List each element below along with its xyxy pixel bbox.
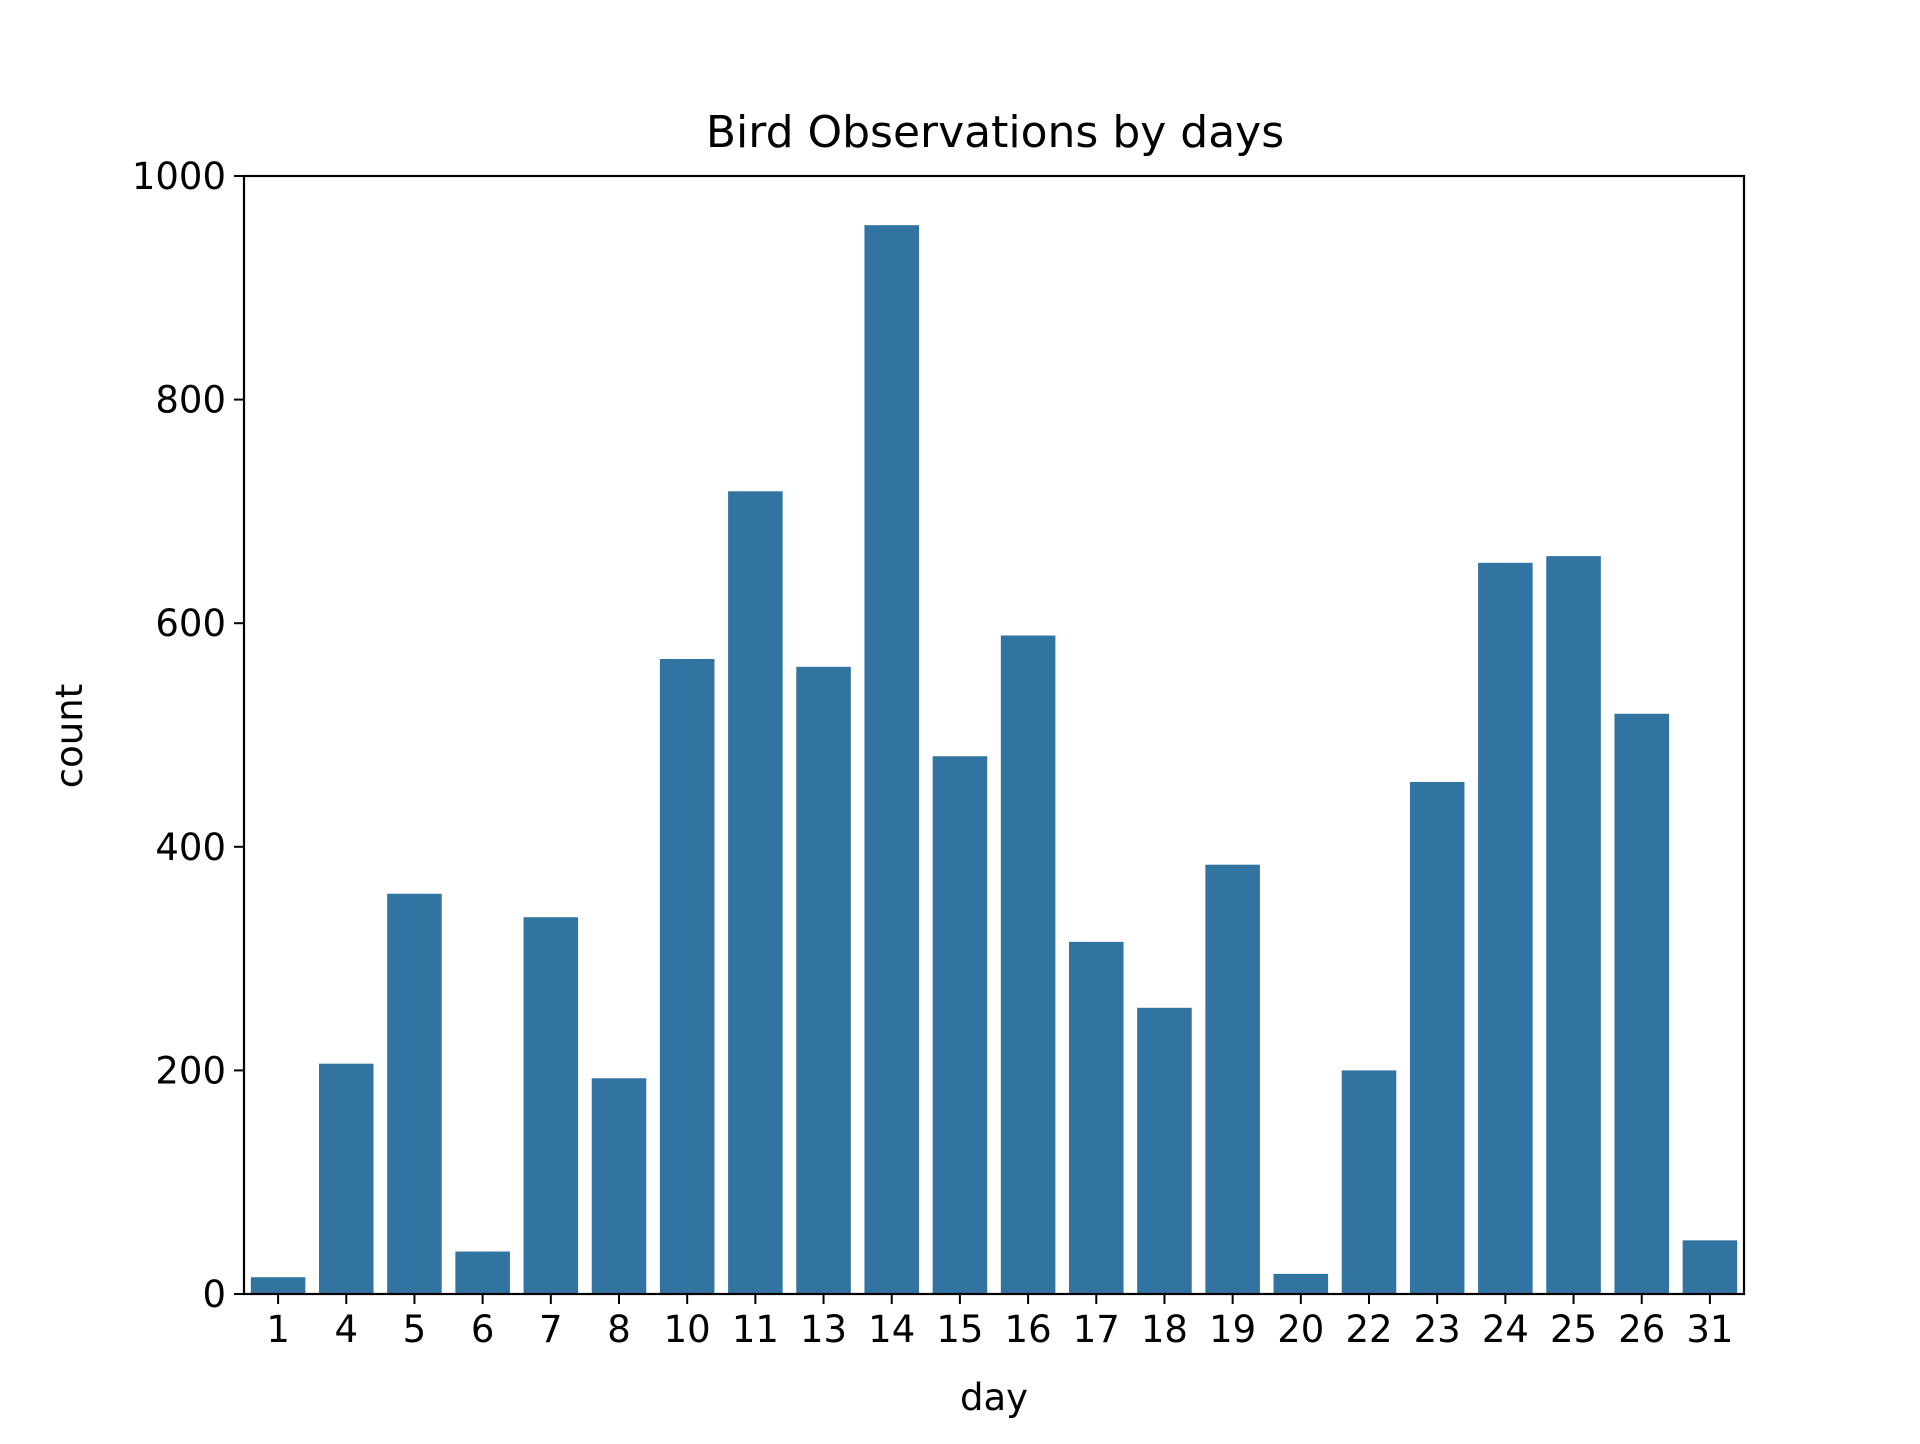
x-tick-label: 13 — [800, 1308, 847, 1351]
x-tick-label: 22 — [1345, 1308, 1392, 1351]
chart-title: Bird Observations by days — [706, 107, 1284, 158]
bar-day-26 — [1614, 713, 1669, 1294]
y-tick-label: 800 — [155, 379, 226, 422]
bar-day-17 — [1069, 941, 1124, 1294]
x-tick-label: 10 — [664, 1308, 711, 1351]
bar-day-11 — [728, 491, 783, 1294]
x-tick-label: 14 — [868, 1308, 915, 1351]
x-tick-label: 5 — [403, 1308, 427, 1351]
bar-day-19 — [1205, 864, 1260, 1294]
plot-frame — [242, 174, 1746, 1296]
x-tick-label: 31 — [1686, 1308, 1733, 1351]
bar-day-31 — [1682, 1240, 1738, 1294]
bars — [250, 225, 1738, 1295]
bar-day-22 — [1341, 1070, 1397, 1294]
y-axis-ticks: 0 200 400 600 800 1000 — [132, 155, 244, 1316]
x-tick-label: 23 — [1414, 1308, 1461, 1351]
bar-day-16 — [1000, 635, 1056, 1294]
x-tick-label: 20 — [1277, 1308, 1324, 1351]
x-tick-label: 11 — [732, 1308, 779, 1351]
bar-day-15 — [932, 756, 988, 1294]
x-tick-label: 17 — [1073, 1308, 1120, 1351]
y-axis-label: count — [48, 684, 91, 788]
bar-day-4 — [319, 1063, 374, 1294]
bar-day-1 — [250, 1277, 306, 1294]
x-tick-label: 1 — [266, 1308, 290, 1351]
bar-day-6 — [455, 1251, 510, 1294]
bar-day-18 — [1137, 1007, 1192, 1294]
y-tick-label: 1000 — [132, 155, 226, 198]
x-tick-label: 18 — [1141, 1308, 1188, 1351]
bar-day-14 — [864, 225, 919, 1295]
bar-day-24 — [1478, 562, 1533, 1294]
x-tick-label: 25 — [1550, 1308, 1597, 1351]
bar-day-20 — [1273, 1273, 1329, 1294]
bar-day-8 — [591, 1078, 647, 1294]
bar-day-10 — [659, 658, 715, 1294]
bar-day-7 — [523, 917, 579, 1294]
y-tick-label: 200 — [155, 1049, 226, 1092]
x-tick-label: 4 — [334, 1308, 358, 1351]
bar-day-23 — [1409, 781, 1465, 1294]
x-tick-label: 24 — [1482, 1308, 1529, 1351]
y-tick-label: 400 — [155, 826, 226, 869]
x-axis-label: day — [960, 1376, 1028, 1419]
x-tick-label: 6 — [471, 1308, 495, 1351]
x-tick-label: 26 — [1618, 1308, 1665, 1351]
y-tick-label: 0 — [202, 1273, 226, 1316]
x-axis-ticks: 1 4 5 6 7 8 10 11 13 14 15 16 17 18 19 20 22 23 24 25 26 31 — [266, 1294, 1733, 1351]
x-tick-label: 19 — [1209, 1308, 1256, 1351]
y-tick-label: 600 — [155, 602, 226, 645]
x-tick-label: 7 — [539, 1308, 563, 1351]
bar-day-13 — [796, 666, 851, 1294]
x-tick-label: 16 — [1005, 1308, 1052, 1351]
bar-day-5 — [387, 893, 442, 1294]
x-tick-label: 15 — [936, 1308, 983, 1351]
x-tick-label: 8 — [607, 1308, 631, 1351]
bar-day-25 — [1546, 556, 1601, 1294]
